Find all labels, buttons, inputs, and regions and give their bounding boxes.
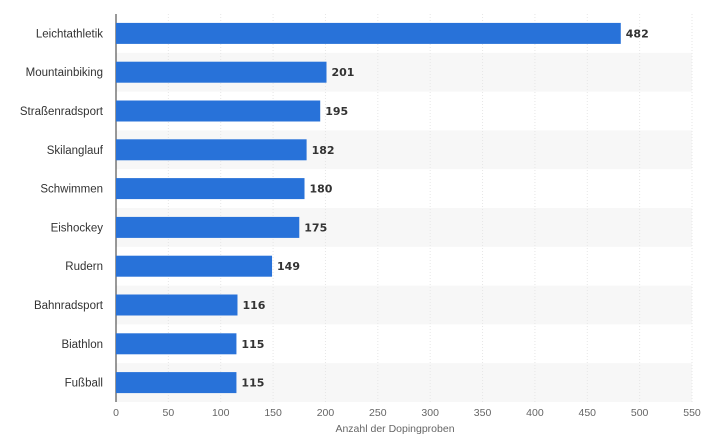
- data-label: 180: [310, 183, 333, 196]
- bar: [116, 178, 305, 200]
- bars: [116, 22, 621, 394]
- bar: [116, 294, 238, 316]
- category-label: Eishockey: [51, 222, 104, 234]
- bar: [116, 61, 327, 83]
- x-tick-label: 50: [163, 407, 175, 419]
- data-label: 201: [332, 66, 355, 79]
- bar: [116, 139, 307, 161]
- data-label: 482: [626, 27, 649, 40]
- data-label: 195: [325, 105, 348, 118]
- data-label: 175: [304, 221, 327, 234]
- x-tick-label: 500: [631, 407, 649, 419]
- category-label: Rudern: [65, 261, 103, 273]
- data-label: 115: [241, 338, 264, 351]
- data-label: 115: [241, 377, 264, 390]
- category-label: Biathlon: [61, 339, 103, 351]
- data-label: 116: [242, 299, 265, 312]
- category-label: Bahnradsport: [34, 300, 104, 312]
- category-labels: Leichtathletik Mountainbiking Straßenradsp…: [20, 28, 104, 389]
- data-label: 149: [277, 260, 300, 273]
- x-tick-label: 450: [579, 407, 597, 419]
- category-label: Skilanglauf: [47, 145, 104, 157]
- value-labels: 482 201 195 182 180 175 149 116 115 115: [241, 27, 648, 389]
- bar: [116, 100, 321, 122]
- bar: [116, 372, 237, 394]
- bar: [116, 22, 621, 44]
- x-tick-label: 100: [212, 407, 230, 419]
- x-tick-label: 250: [369, 407, 387, 419]
- category-label: Fußball: [65, 378, 103, 390]
- x-tick-label: 550: [683, 407, 701, 419]
- bar: [116, 216, 300, 238]
- bar: [116, 333, 237, 355]
- x-tick-labels: 0 50 100 150 200 250 300 350 400 450 500 550: [113, 407, 701, 419]
- x-tick-label: 300: [421, 407, 439, 419]
- category-label: Schwimmen: [40, 184, 103, 196]
- category-label: Leichtathletik: [36, 28, 103, 40]
- x-axis-title: Anzahl der Dopingproben: [335, 423, 454, 435]
- x-tick-label: 350: [474, 407, 492, 419]
- category-label: Straßenradsport: [20, 106, 104, 118]
- x-tick-label: 200: [317, 407, 335, 419]
- x-tick-label: 400: [526, 407, 544, 419]
- x-tick-label: 0: [113, 407, 119, 419]
- x-tick-label: 150: [264, 407, 282, 419]
- bar: [116, 255, 273, 277]
- category-label: Mountainbiking: [26, 67, 103, 79]
- data-label: 182: [312, 144, 335, 157]
